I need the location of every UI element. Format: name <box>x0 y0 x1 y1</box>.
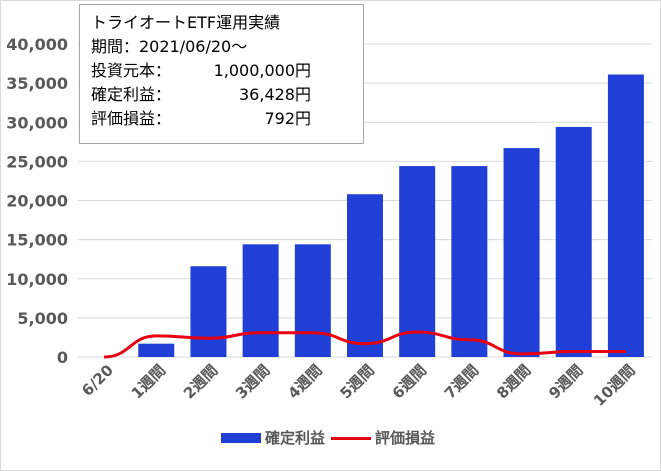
line-path-unrealized-pl <box>104 330 626 359</box>
bar-6週間 <box>399 166 436 357</box>
legend-label-unrealized-pl: 評価損益 <box>375 429 436 447</box>
y-tick-label: 15,000 <box>6 231 68 250</box>
y-tick-label: 0 <box>57 348 68 367</box>
line-series-unrealized-pl <box>104 330 626 359</box>
x-tick-label: 8週間 <box>493 361 534 402</box>
bar-10週間 <box>607 74 644 357</box>
legend-label-confirmed-profit: 確定利益 <box>265 429 326 447</box>
profit-label: 確定利益： <box>91 85 172 104</box>
x-tick-label: 9週間 <box>545 361 586 402</box>
period-row: 期間：2021/06/20～ <box>91 35 363 59</box>
x-tick-label: 7週間 <box>441 361 482 402</box>
y-tick-label: 25,000 <box>6 152 68 171</box>
bar-5週間 <box>347 194 383 357</box>
bar-series-confirmed-profit <box>138 74 644 357</box>
legend-swatch-line <box>331 437 371 440</box>
bar-8週間 <box>503 148 540 357</box>
y-tick-label: 10,000 <box>6 270 68 289</box>
summary-title: トライオートETF運用実績 <box>91 13 281 32</box>
x-tick-label: 6/20 <box>78 361 117 400</box>
principal-label: 投資元本： <box>91 61 172 80</box>
profit-row: 確定利益： 36,428円 <box>91 83 363 107</box>
x-tick-label: 3週間 <box>232 361 273 402</box>
y-axis-tick-labels: 0 5,000 10,000 15,000 20,000 25,000 30,000 35,0… <box>6 35 68 367</box>
profit-value: 36,428円 <box>239 85 311 104</box>
x-tick-label: 6週間 <box>389 361 430 402</box>
performance-summary-box: トライオートETF運用実績 期間：2021/06/20～ 投資元本： 1,000… <box>79 4 364 144</box>
unrealized-row: 評価損益： 792円 <box>91 107 363 131</box>
x-tick-label: 2週間 <box>180 361 221 402</box>
summary-title-row: トライオートETF運用実績 <box>91 11 363 35</box>
x-tick-label: 1週間 <box>128 361 169 402</box>
chart-legend: 確定利益 評価損益 <box>0 428 661 448</box>
bar-9週間 <box>555 126 592 357</box>
principal-value: 1,000,000円 <box>213 61 311 80</box>
unrealized-value: 792円 <box>264 109 311 128</box>
principal-row: 投資元本： 1,000,000円 <box>91 59 363 83</box>
x-axis-tick-labels: 6/20 1週間 2週間 3週間 4週間 5週間 6週間 7週間 8週間 9週間 10週間 <box>78 361 639 410</box>
legend-swatch-bar <box>221 433 261 443</box>
y-tick-label: 40,000 <box>6 35 68 54</box>
y-tick-label: 35,000 <box>6 74 68 93</box>
bar-1週間 <box>138 343 175 357</box>
x-tick-label: 4週間 <box>284 361 325 402</box>
bar-4週間 <box>294 244 331 357</box>
bar-3週間 <box>242 244 279 357</box>
y-tick-label: 5,000 <box>17 309 68 328</box>
y-tick-label: 30,000 <box>6 113 68 132</box>
x-tick-label: 10週間 <box>590 361 639 410</box>
bar-2週間 <box>190 266 227 357</box>
bar-7週間 <box>451 166 488 357</box>
x-tick-label: 5週間 <box>337 361 378 402</box>
y-tick-label: 20,000 <box>6 192 68 211</box>
unrealized-label: 評価損益： <box>91 109 172 128</box>
period-text: 期間：2021/06/20～ <box>91 37 248 56</box>
